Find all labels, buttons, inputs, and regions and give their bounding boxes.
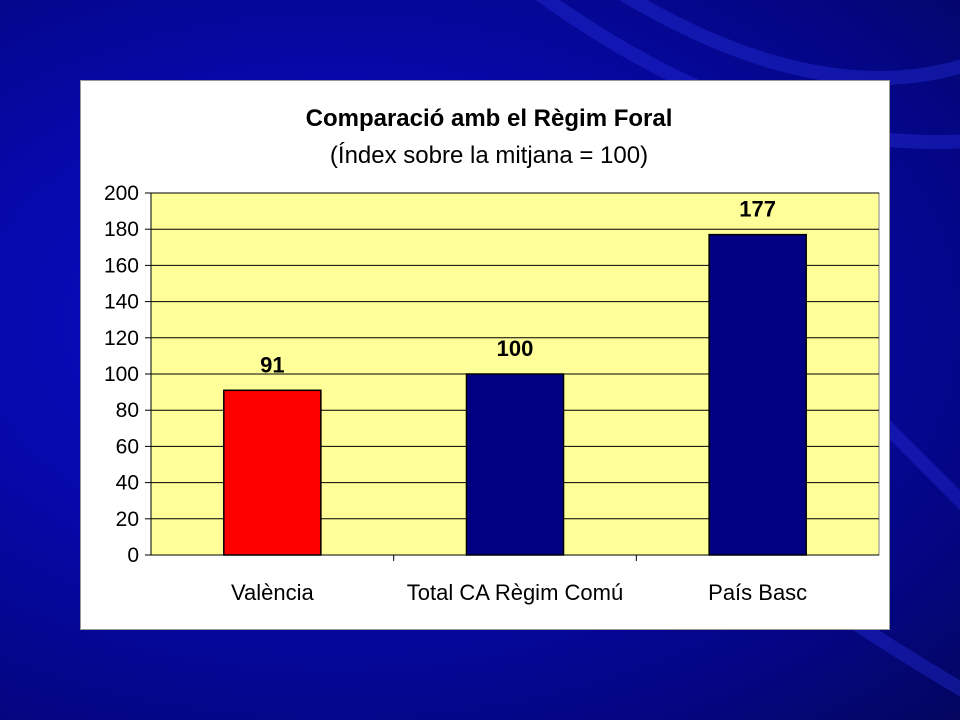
- y-tick-label: 0: [127, 544, 139, 567]
- y-tick-label: 120: [104, 327, 139, 350]
- bar-chart: Comparació amb el Règim Foral (Índex sob…: [104, 105, 880, 605]
- x-category-label: València: [231, 580, 315, 605]
- y-tick-label: 180: [104, 218, 139, 241]
- y-tick-label: 80: [116, 399, 139, 422]
- bars: [223, 233, 807, 556]
- x-category-label: País Basc: [708, 580, 807, 605]
- axes: [145, 192, 879, 561]
- x-category-label: Total CA Règim Comú: [407, 580, 623, 605]
- chart-subtitle: (Índex sobre la mitjana = 100): [330, 142, 648, 169]
- chart-title: Comparació amb el Règim Foral: [306, 105, 673, 132]
- y-tick-label: 100: [104, 363, 139, 386]
- labels: 0 20 40 60 80 100 120 140 160 180 200 91 València 100…: [104, 182, 807, 605]
- bar: [465, 373, 565, 556]
- y-tick-label: 60: [116, 435, 139, 458]
- y-tick-label: 140: [104, 291, 139, 314]
- bar: [223, 389, 322, 556]
- bar-data-label: 91: [260, 352, 284, 377]
- y-tick-label: 200: [104, 182, 139, 205]
- y-tick-label: 40: [116, 472, 139, 495]
- y-tick-label: 20: [116, 508, 139, 531]
- bar-data-label: 177: [739, 197, 776, 222]
- y-tick-label: 160: [104, 254, 139, 277]
- chart-panel: Comparació amb el Règim Foral (Índex sob…: [80, 80, 890, 630]
- bar-data-label: 100: [497, 336, 534, 361]
- bar: [708, 233, 807, 556]
